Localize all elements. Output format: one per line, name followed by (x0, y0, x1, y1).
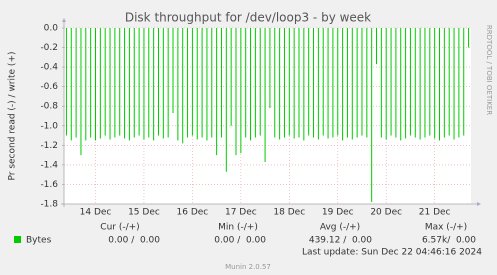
chart-title: Disk throughput for /dev/loop3 - by week (125, 11, 371, 25)
plot-area (64, 28, 471, 204)
legend-label: Bytes (26, 236, 52, 246)
legend-value: 0.00 / 0.00 (108, 236, 160, 246)
y-tick-label: -1.0 (40, 121, 58, 131)
legend-header: Min (-/+) (218, 223, 258, 233)
watermark: RRDTOOL / TOBI OETIKER (485, 25, 493, 115)
x-tick-label: 18 Dec (273, 208, 305, 218)
axis-arrow (62, 18, 66, 22)
x-tick-label: 15 Dec (128, 208, 160, 218)
x-tick-label: 14 Dec (80, 208, 112, 218)
y-tick-label: 0.0 (44, 24, 59, 34)
y-tick-label: -1.4 (40, 160, 58, 170)
legend-header: Cur (-/+) (100, 223, 139, 233)
legend-value: 6.57k/ 0.00 (422, 236, 476, 246)
y-tick-label: -1.6 (40, 180, 58, 190)
last-update: Last update: Sun Dec 22 04:46:16 2024 (302, 248, 482, 258)
legend-value: 439.12 / 0.00 (309, 236, 372, 246)
x-tick-label: 17 Dec (225, 208, 257, 218)
x-tick-label: 21 Dec (419, 208, 451, 218)
legend-swatch (14, 236, 21, 243)
axis-arrow (477, 202, 481, 206)
x-tick-label: 19 Dec (322, 208, 354, 218)
legend-value: 0.00 / 0.00 (214, 236, 266, 246)
y-tick-label: -0.4 (40, 63, 58, 73)
y-tick-label: -0.2 (40, 43, 58, 53)
y-tick-label: -0.6 (40, 82, 58, 92)
x-tick-label: 16 Dec (177, 208, 209, 218)
y-tick-label: -1.2 (40, 141, 58, 151)
legend-header: Max (-/+) (425, 223, 467, 233)
footer: Munin 2.0.57 (225, 263, 271, 271)
y-axis-label: Pr second read (-) / write (+) (8, 52, 18, 181)
y-tick-label: -0.8 (40, 102, 58, 112)
y-tick-label: -1.8 (40, 200, 58, 210)
legend-header: Avg (-/+) (320, 223, 360, 233)
x-tick-label: 20 Dec (370, 208, 402, 218)
